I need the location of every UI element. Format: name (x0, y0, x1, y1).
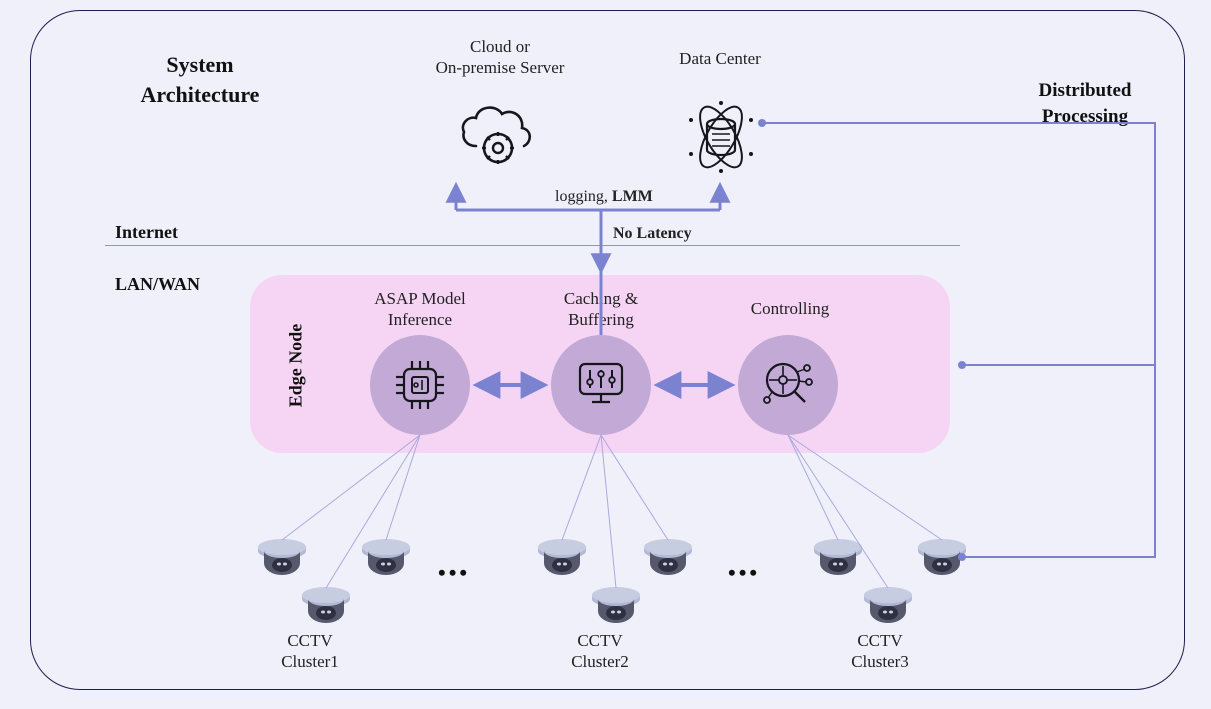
c3-l2: Cluster3 (851, 652, 909, 671)
cctv-camera-icon (298, 583, 354, 627)
right-title-line2: Processing (1042, 106, 1128, 127)
label-cluster3: CCTV Cluster3 (820, 630, 940, 673)
label-internet: Internet (115, 220, 178, 244)
nolatency-text: No Latency (613, 225, 692, 242)
label-lanwan: LAN/WAN (115, 272, 200, 296)
title-line2: Architecture (141, 82, 260, 107)
label-logging-lmm: logging, LMM (555, 187, 715, 207)
node-asap (370, 335, 470, 435)
label-cluster1: CCTV Cluster1 (250, 630, 370, 673)
label-cloud-server: Cloud or On-premise Server (400, 36, 600, 79)
cloud-l1: Cloud or (470, 37, 530, 56)
cctv-camera-icon (358, 535, 414, 579)
node-controlling (738, 335, 838, 435)
cctv-camera-icon (534, 535, 590, 579)
right-title-line1: Distributed (1039, 80, 1132, 101)
cctv-camera-icon (810, 535, 866, 579)
cctv-camera-icon (588, 583, 644, 627)
lmm-text: LMM (612, 188, 653, 205)
zone-divider (105, 245, 960, 246)
cloud-l2: On-premise Server (436, 58, 565, 77)
label-asap: ASAP Model Inference (340, 288, 500, 331)
c3-l1: CCTV (857, 631, 902, 650)
title-distributed-processing: Distributed Processing (995, 78, 1175, 129)
monitor-sliders-icon (572, 356, 630, 414)
cctv-camera-icon (914, 535, 970, 579)
edge-node-title: Edge Node (285, 324, 306, 408)
chip-icon (392, 357, 448, 413)
caching-l1: Caching & (564, 289, 638, 308)
title-system-architecture: System Architecture (100, 50, 300, 109)
label-no-latency: No Latency (613, 224, 753, 244)
cctv-camera-icon (640, 535, 696, 579)
c2-l1: CCTV (577, 631, 622, 650)
c1-l2: Cluster1 (281, 652, 339, 671)
c2-l2: Cluster2 (571, 652, 629, 671)
asap-l2: Inference (388, 310, 452, 329)
label-caching: Caching & Buffering (521, 288, 681, 331)
ellipsis-1: ••• (438, 560, 470, 586)
c1-l1: CCTV (287, 631, 332, 650)
label-data-center: Data Center (640, 48, 800, 69)
cctv-camera-icon (254, 535, 310, 579)
datacenter-atom-icon (676, 92, 766, 182)
cctv-camera-icon (860, 583, 916, 627)
label-controlling: Controlling (710, 298, 870, 319)
magnify-network-icon (757, 354, 819, 416)
cloud-gear-icon (452, 92, 544, 184)
logging-text: logging, (555, 188, 612, 205)
ellipsis-2: ••• (728, 560, 760, 586)
node-caching (551, 335, 651, 435)
label-cluster2: CCTV Cluster2 (540, 630, 660, 673)
title-line1: System (166, 52, 233, 77)
asap-l1: ASAP Model (374, 289, 465, 308)
caching-l2: Buffering (568, 310, 634, 329)
